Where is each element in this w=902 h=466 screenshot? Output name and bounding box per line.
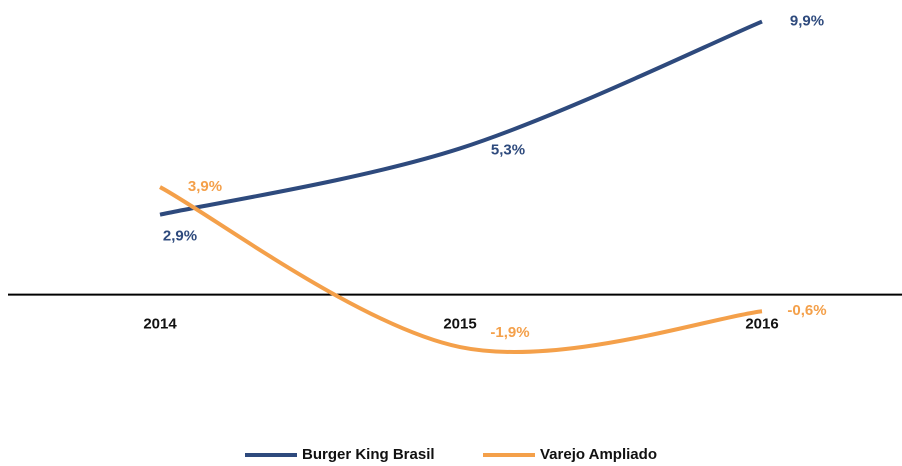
data-label: -0,6% [787, 302, 826, 319]
legend-label: Burger King Brasil [302, 446, 435, 463]
x-tick-label: 2016 [745, 316, 778, 333]
data-label: 5,3% [491, 141, 525, 158]
legend-label: Varejo Ampliado [540, 446, 657, 463]
data-label: 2,9% [163, 228, 197, 245]
data-label: 9,9% [790, 13, 824, 30]
x-tick-label: 2014 [143, 316, 177, 333]
line-series [159, 185, 763, 355]
data-label: 3,9% [188, 178, 222, 195]
data-label: -1,9% [490, 324, 529, 341]
x-tick-label: 2015 [443, 316, 476, 333]
line-series [159, 19, 763, 217]
